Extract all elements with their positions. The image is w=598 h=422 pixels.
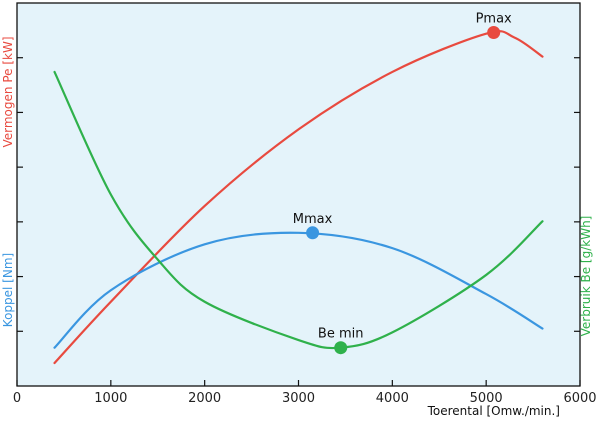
right-axis-ticks (574, 57, 580, 332)
point-markers: Pmax Mmax Be min (293, 11, 512, 355)
left-axis-title-koppel: Koppel [Nm] (1, 253, 15, 327)
point-marker-koppel (306, 226, 320, 240)
right-axis-title-verbruik: Verbruik Be [g/kWh] (579, 216, 593, 337)
point-marker-vermogen (487, 25, 501, 39)
plot-area (17, 3, 580, 386)
x-axis-tick-labels: 0 1000 2000 3000 4000 5000 6000 (13, 391, 597, 406)
left-axis-ticks (17, 57, 23, 332)
series-line-verbruik (53, 70, 544, 350)
point-label-koppel: Mmax (293, 212, 333, 227)
x-axis-tick-label: 5000 (470, 391, 503, 406)
point-label-verbruik: Be min (318, 327, 364, 342)
x-axis-tick-label: 3000 (282, 391, 315, 406)
plot-frame (16, 2, 581, 387)
left-axis-title-vermogen: Vermogen Pe [kW] (1, 36, 15, 147)
series-line-koppel (53, 231, 544, 349)
x-axis-tick-label: 1000 (94, 391, 127, 406)
series-curves (53, 30, 544, 365)
x-axis-tick-label: 4000 (376, 391, 409, 406)
x-axis-tick-label: 6000 (563, 391, 596, 406)
x-axis-tick-label: 0 (13, 391, 21, 406)
x-axis-tick-label: 2000 (188, 391, 221, 406)
series-line-vermogen (53, 30, 544, 365)
point-label-vermogen: Pmax (476, 11, 512, 26)
x-axis-title: Toerental [Omw./min.] (427, 404, 560, 418)
point-marker-verbruik (334, 341, 348, 355)
